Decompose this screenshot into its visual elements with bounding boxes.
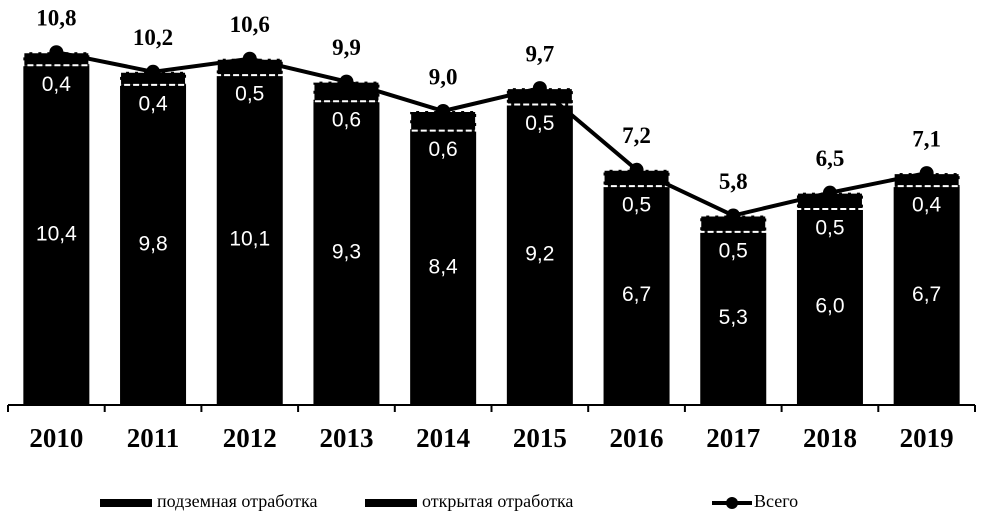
value-label: 0,5 (719, 239, 748, 262)
bar-segment (506, 104, 573, 405)
x-tick-label: 2015 (513, 423, 567, 453)
value-label: 0,6 (332, 109, 361, 132)
x-tick-label: 2014 (416, 423, 470, 453)
x-tick-label: 2013 (319, 423, 373, 453)
x-tick-label: 2011 (127, 423, 180, 453)
x-tick-label: 2017 (706, 423, 760, 453)
value-label: 10,4 (36, 223, 77, 246)
value-label: 5,3 (719, 306, 748, 329)
legend-marker (726, 497, 738, 509)
bar-segment (216, 75, 283, 406)
line-marker (242, 51, 257, 66)
x-tick-label: 2012 (223, 423, 277, 453)
bar-segment (120, 84, 187, 405)
value-label: 6,7 (622, 283, 651, 306)
line-marker (436, 104, 451, 118)
value-label: 5,8 (719, 169, 748, 194)
value-label: 6,7 (912, 283, 941, 306)
legend-label: открытая отработка (422, 491, 573, 511)
value-label: 6,0 (815, 295, 844, 318)
value-label: 10,8 (36, 5, 76, 30)
value-label: 0,5 (815, 217, 844, 240)
value-label: 9,7 (525, 41, 554, 66)
value-label: 7,2 (622, 123, 651, 148)
line-marker (339, 74, 354, 89)
line-marker (146, 64, 161, 79)
value-label: 0,5 (622, 194, 651, 217)
value-label: 10,1 (229, 228, 270, 251)
line (55, 50, 928, 218)
line-marker (629, 162, 644, 177)
bar-segment (893, 186, 960, 405)
value-label: 9,0 (429, 64, 458, 89)
value-label: 0,4 (912, 194, 942, 217)
x-tick-label: 2010 (29, 423, 83, 453)
bar-segment (700, 231, 767, 405)
value-label: 0,4 (42, 73, 72, 96)
value-label: 7,1 (912, 126, 941, 151)
line-marker (919, 166, 934, 181)
value-label: 10,6 (230, 12, 270, 37)
value-label: 6,5 (816, 146, 845, 171)
value-label: 10,2 (133, 25, 173, 50)
line-marker (822, 185, 837, 200)
x-tick-label: 2019 (900, 423, 954, 453)
value-label: 9,8 (138, 232, 167, 255)
line-marker (532, 81, 547, 96)
value-label: 0,4 (138, 92, 168, 115)
value-label: 9,2 (525, 242, 554, 265)
line-marker (49, 45, 64, 60)
bar-segment (23, 65, 90, 406)
bar-segment (796, 209, 863, 405)
x-tick-label: 2016 (610, 423, 664, 453)
value-label: 0,5 (235, 83, 264, 106)
legend-label: подземная отработка (157, 491, 317, 511)
bar-segment (603, 186, 670, 405)
value-label: 0,5 (525, 112, 554, 135)
value-label: 9,9 (332, 35, 361, 60)
x-tick-label: 2018 (803, 423, 857, 453)
legend-swatch (100, 499, 152, 507)
value-label: 8,4 (429, 255, 459, 278)
legend-label: Всего (754, 491, 798, 511)
bar-segment (410, 130, 477, 405)
line-marker (726, 208, 741, 223)
legend-swatch (365, 499, 417, 507)
value-label: 9,3 (332, 241, 361, 264)
bar-segment (313, 101, 380, 405)
value-label: 0,6 (429, 138, 458, 161)
